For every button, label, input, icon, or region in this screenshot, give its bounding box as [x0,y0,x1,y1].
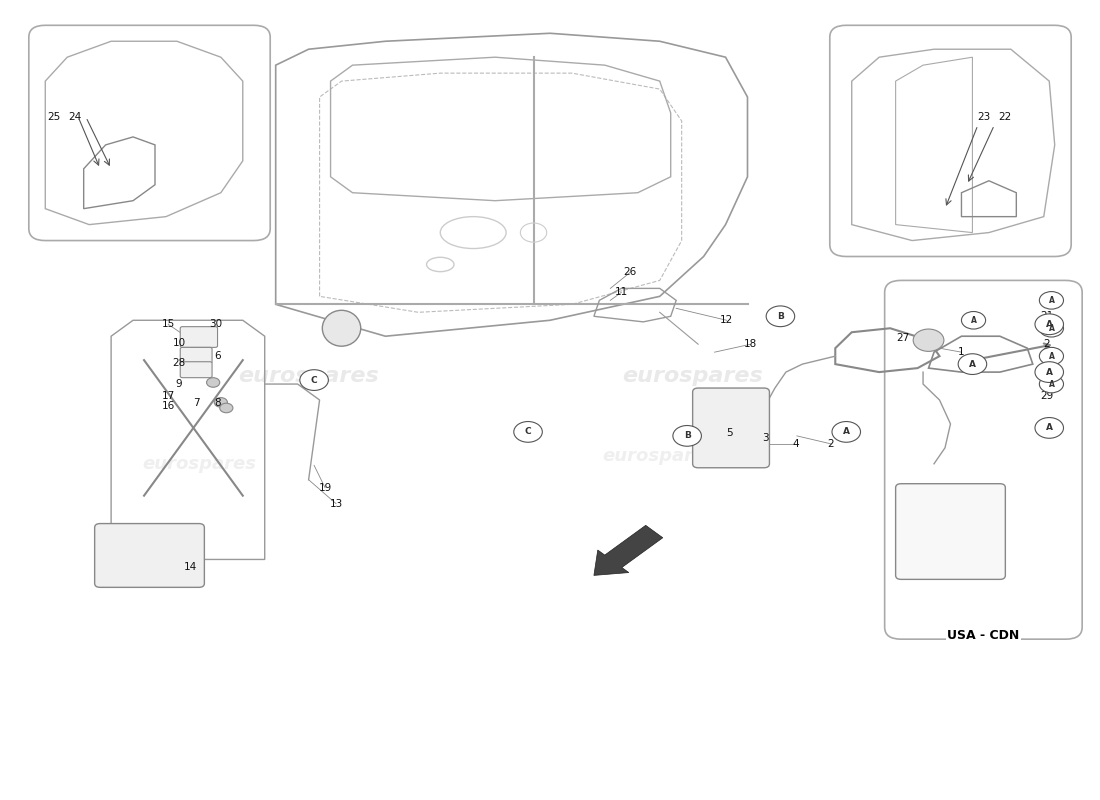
Text: 14: 14 [184,562,197,573]
Text: 20: 20 [1041,367,1054,377]
Text: 5: 5 [727,429,734,438]
Text: 19: 19 [318,482,332,493]
Text: A: A [843,427,849,436]
Text: 1: 1 [958,347,965,357]
Text: 9: 9 [176,379,183,389]
Circle shape [300,370,329,390]
Text: 29: 29 [1041,391,1054,401]
Text: B: B [777,312,784,321]
Circle shape [220,403,233,413]
Text: 3: 3 [761,434,769,443]
Text: eurospares: eurospares [239,366,380,386]
FancyBboxPatch shape [180,362,212,378]
Text: A: A [970,316,977,325]
Circle shape [961,311,986,329]
Circle shape [1035,314,1064,334]
FancyArrowPatch shape [976,343,1049,360]
Circle shape [958,354,987,374]
Text: 4: 4 [792,439,799,449]
Text: B: B [684,431,691,440]
Circle shape [1040,347,1064,365]
Text: A: A [1048,296,1055,305]
FancyArrow shape [594,526,663,575]
Circle shape [1035,362,1064,382]
Text: C: C [311,375,318,385]
Text: 12: 12 [720,315,734,326]
FancyBboxPatch shape [895,484,1005,579]
Circle shape [673,426,702,446]
Text: 23: 23 [977,112,990,122]
Circle shape [207,378,220,387]
Text: A: A [1046,367,1053,377]
Text: 25: 25 [47,112,60,122]
Circle shape [1040,291,1064,309]
FancyBboxPatch shape [180,347,212,363]
Text: 2: 2 [827,439,834,449]
Text: 13: 13 [329,498,343,509]
FancyBboxPatch shape [180,326,218,347]
Text: 6: 6 [214,351,221,361]
Text: 11: 11 [615,287,628,298]
Text: 15: 15 [162,319,175,330]
Text: A: A [1048,324,1055,333]
Circle shape [214,398,228,407]
Circle shape [832,422,860,442]
Text: 2: 2 [1044,339,1050,349]
Circle shape [913,329,944,351]
Text: USA - CDN: USA - CDN [947,629,1020,642]
Text: 26: 26 [624,267,637,278]
Text: 28: 28 [173,358,186,368]
Text: 30: 30 [209,319,222,330]
Circle shape [1040,319,1064,337]
Text: A: A [969,360,976,369]
Text: 10: 10 [173,338,186,347]
Text: 7: 7 [194,398,200,408]
Text: 18: 18 [745,339,758,349]
FancyBboxPatch shape [829,26,1071,257]
FancyBboxPatch shape [29,26,271,241]
Text: A: A [1048,379,1055,389]
Text: 24: 24 [68,112,81,122]
Text: 21: 21 [1041,311,1054,322]
Text: 17: 17 [162,391,175,401]
Text: eurospares: eurospares [623,366,763,386]
Circle shape [767,306,794,326]
Circle shape [514,422,542,442]
Text: C: C [525,427,531,436]
Ellipse shape [322,310,361,346]
Text: A: A [1046,423,1053,433]
Text: 16: 16 [162,401,175,410]
Text: eurospares: eurospares [603,447,717,465]
FancyBboxPatch shape [95,523,205,587]
Text: 22: 22 [999,112,1012,122]
Text: 8: 8 [214,398,221,408]
Text: 27: 27 [896,333,910,343]
Text: A: A [1048,352,1055,361]
Text: eurospares: eurospares [142,454,256,473]
Circle shape [1040,375,1064,393]
FancyBboxPatch shape [693,388,769,468]
Text: A: A [1046,320,1053,329]
FancyBboxPatch shape [884,281,1082,639]
Circle shape [1035,418,1064,438]
